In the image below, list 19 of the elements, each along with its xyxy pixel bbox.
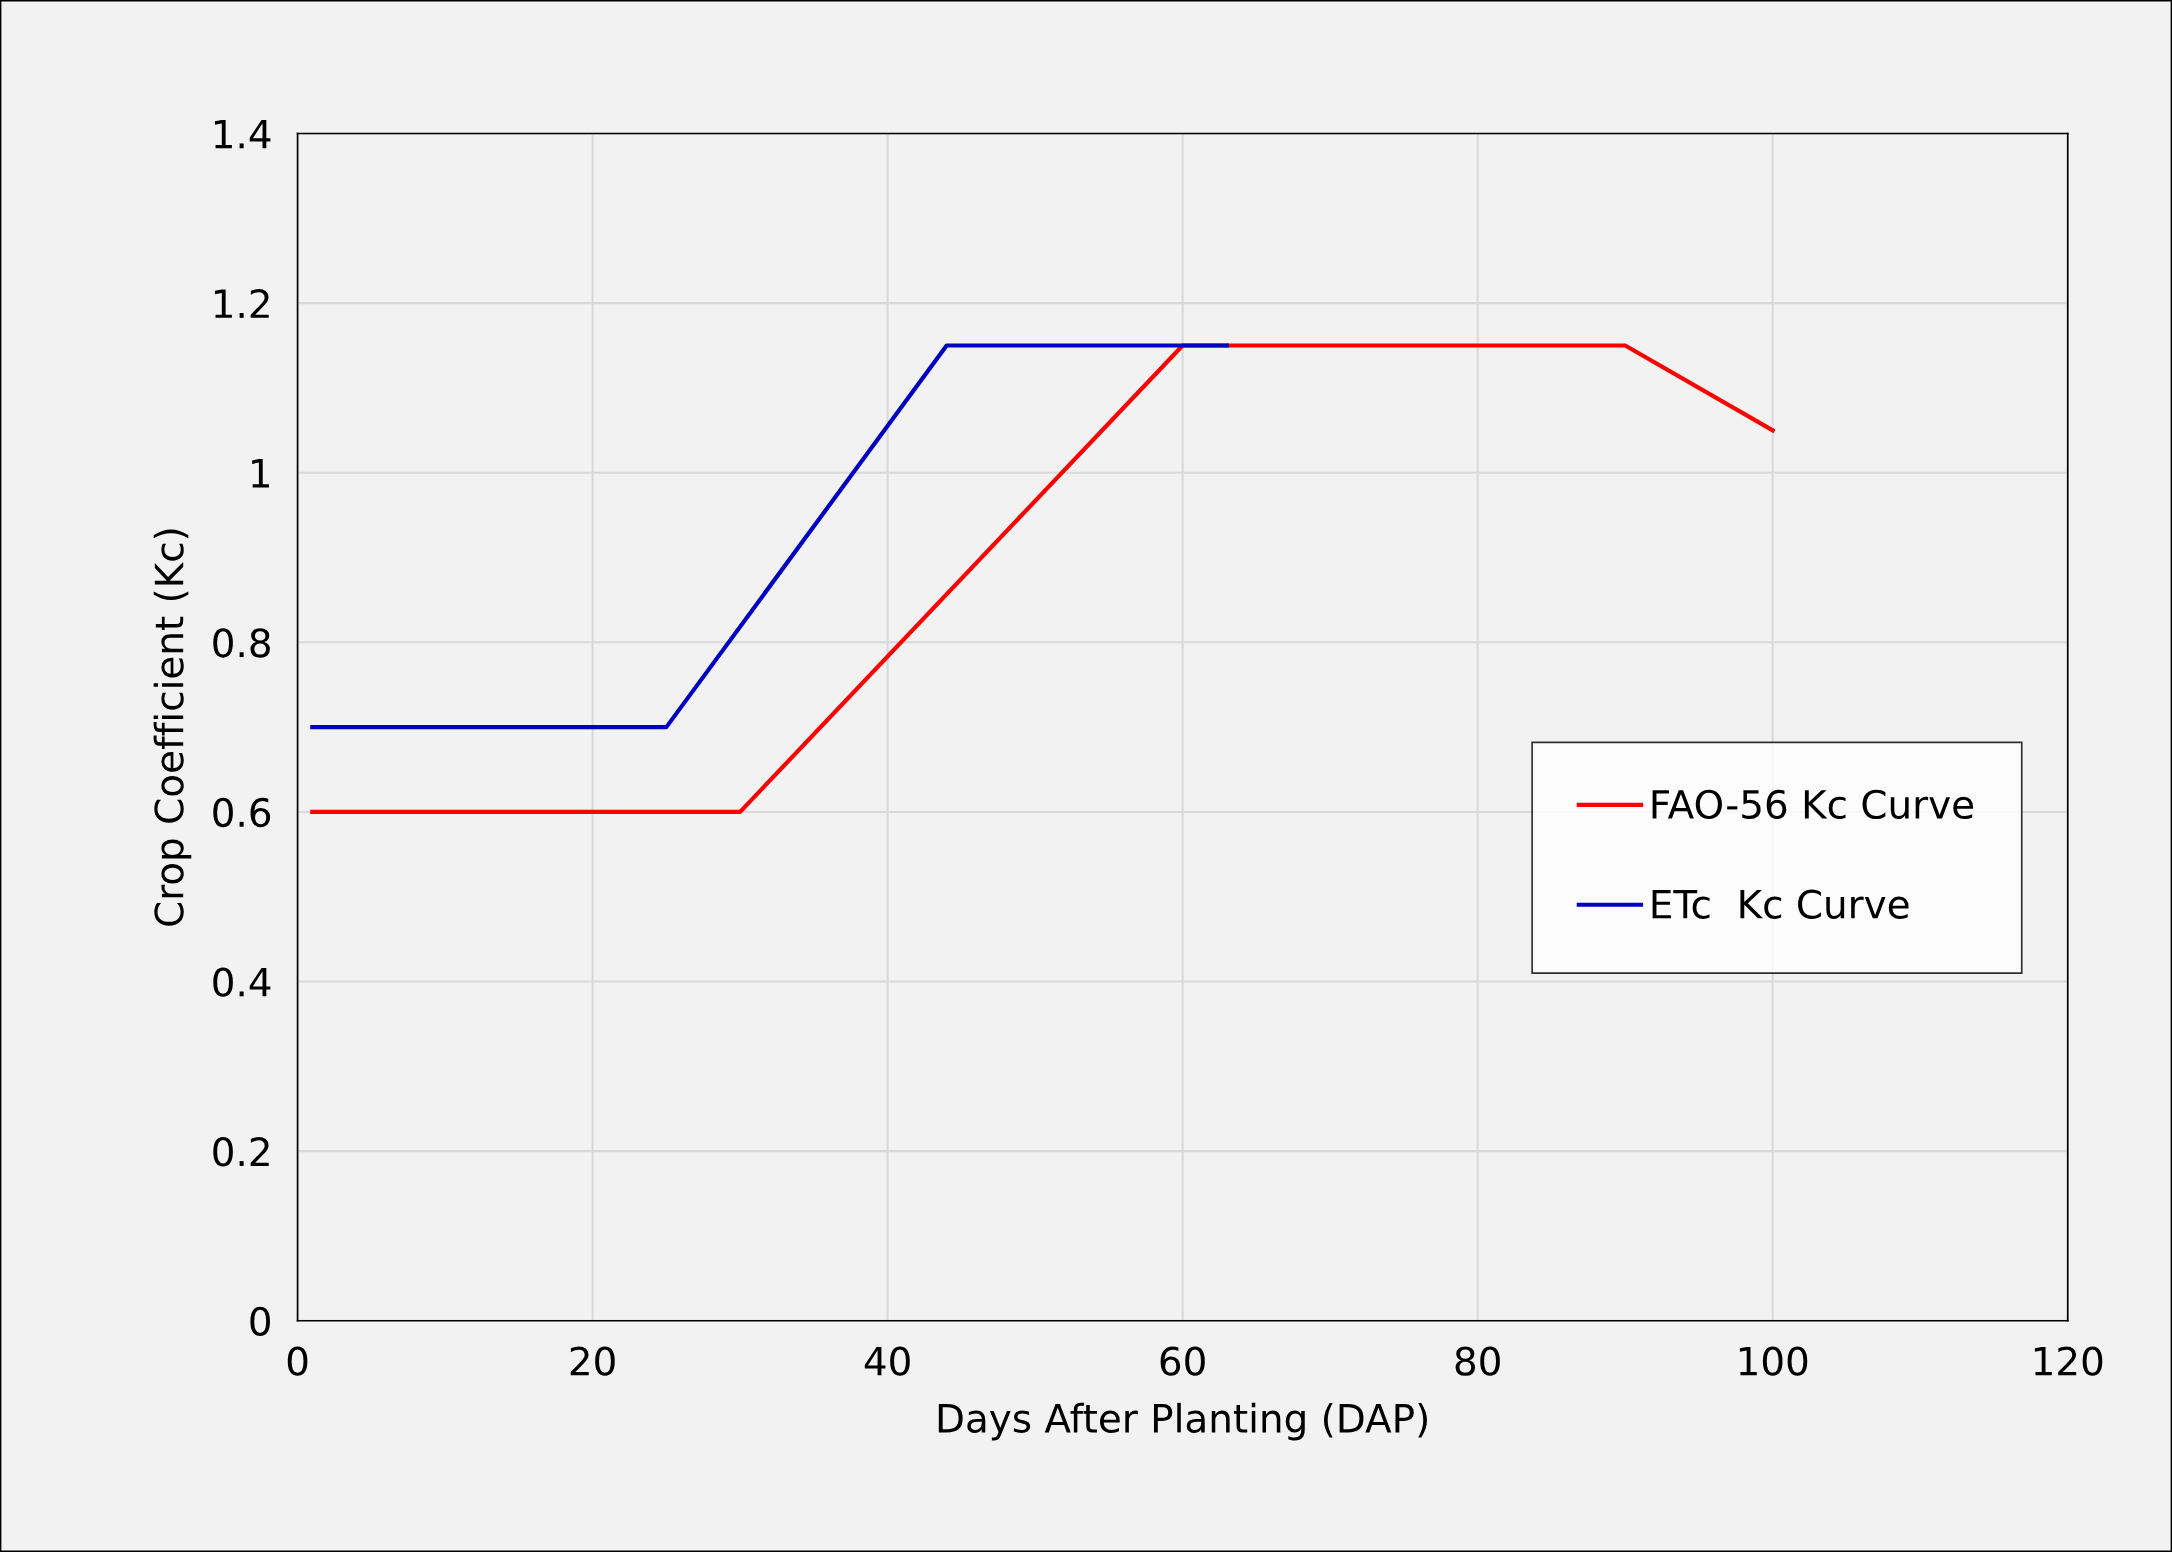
x-axis-title: Days After Planting (DAP) bbox=[938, 1402, 1427, 1441]
y-tick-label: 1 bbox=[252, 459, 269, 488]
x-tick-label: 120 bbox=[2034, 1346, 2103, 1376]
x-tick-label: 20 bbox=[570, 1346, 615, 1376]
x-tick-label: 100 bbox=[1739, 1346, 1808, 1376]
x-tick-label: 0 bbox=[287, 1346, 308, 1376]
y-tick-label: 1.2 bbox=[214, 289, 269, 318]
y-tick-label: 0.4 bbox=[213, 967, 271, 997]
y-axis-title: Crop Coefficient (Kc) bbox=[153, 529, 192, 926]
y-tick-label: 0.8 bbox=[213, 628, 270, 658]
legend-label: ETc Kc Curve bbox=[1652, 889, 1909, 919]
y-tick-label: 1.4 bbox=[214, 119, 271, 149]
y-tick-label: 0.2 bbox=[213, 1137, 269, 1167]
legend-label: FAO-56 Kc Curve bbox=[1652, 789, 1974, 820]
y-tick-label: 0 bbox=[250, 1306, 270, 1337]
x-tick-label: 40 bbox=[864, 1346, 910, 1376]
x-tick-label: 60 bbox=[1160, 1346, 1205, 1376]
x-tick-label: 80 bbox=[1455, 1346, 1500, 1376]
y-tick-label: 0.6 bbox=[213, 797, 271, 828]
